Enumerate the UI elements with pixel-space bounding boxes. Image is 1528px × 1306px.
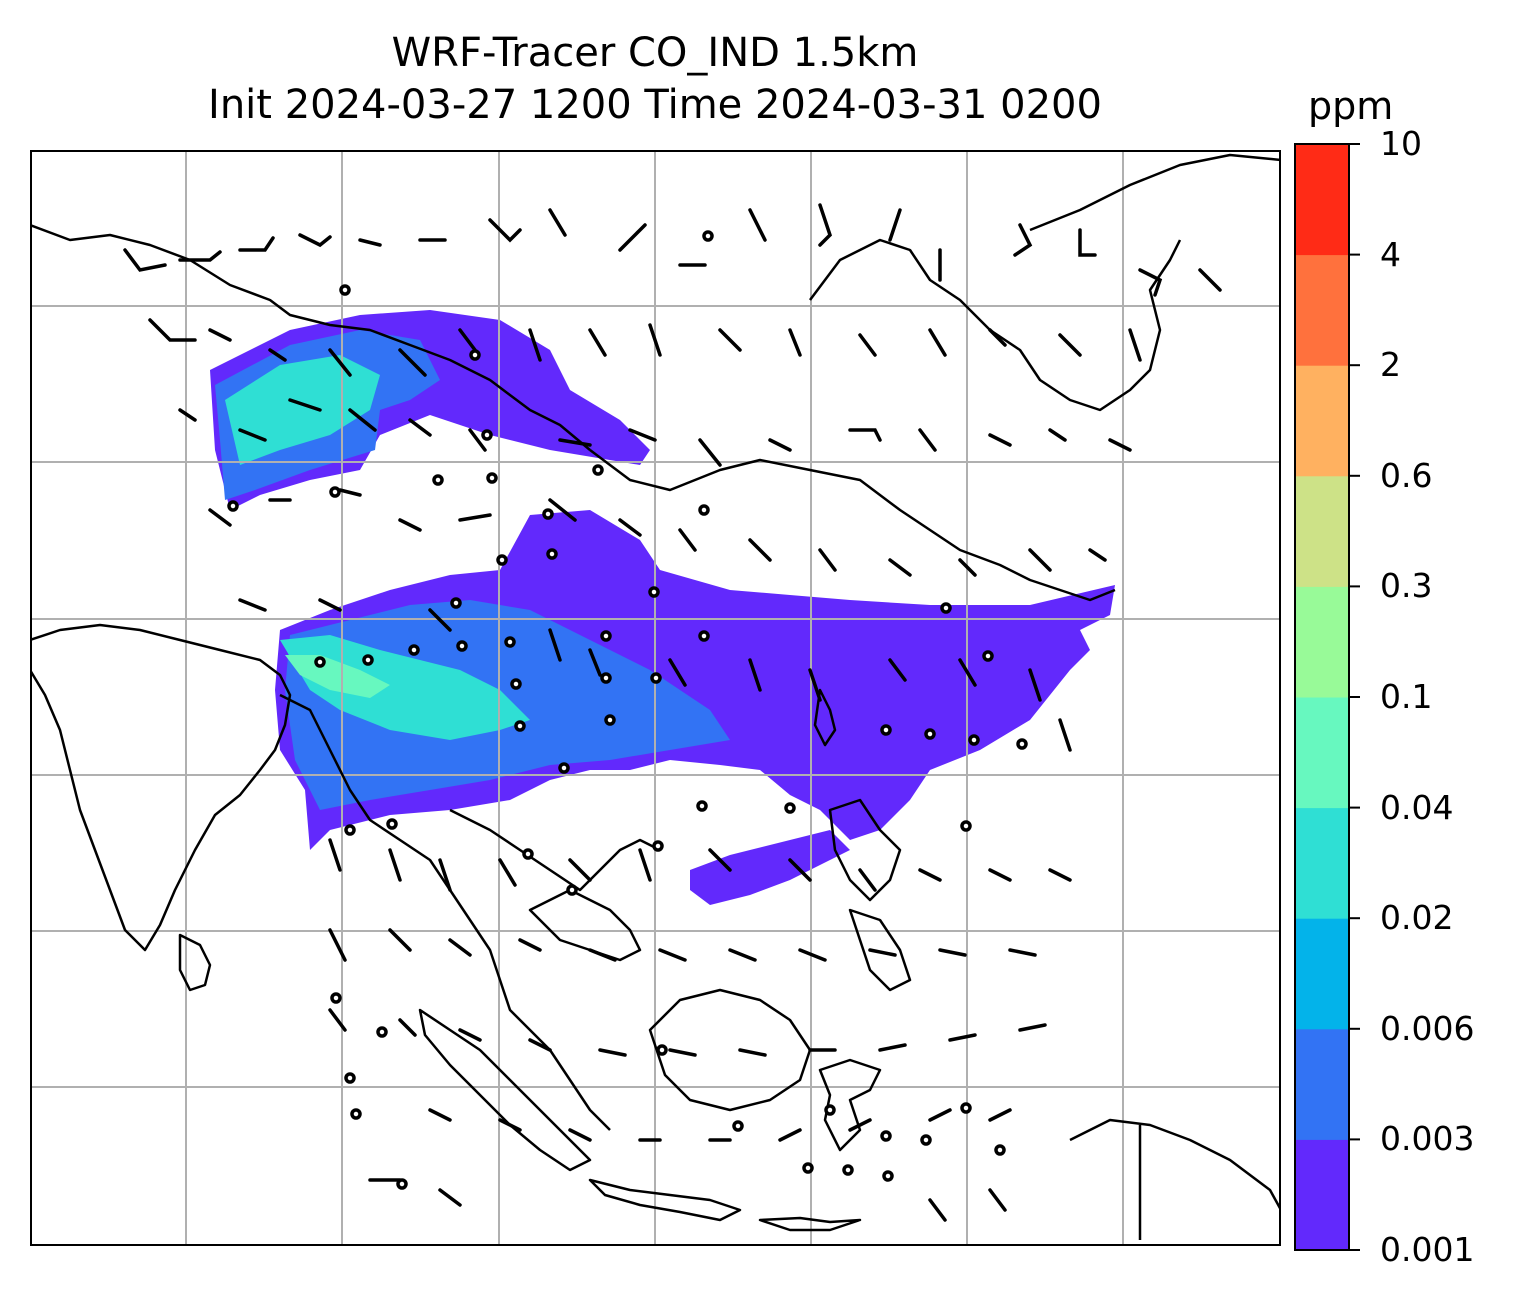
tracer-plume-central-peak	[285, 655, 390, 698]
colorbar-tick-label: 0.02	[1380, 898, 1454, 938]
colorbar-segment	[1294, 475, 1350, 587]
colorbar-tick-label: 2	[1380, 345, 1401, 385]
colorbar-frame	[1294, 143, 1350, 1251]
colorbar-segment	[1294, 1139, 1350, 1251]
gridlines	[30, 150, 1281, 1246]
colorbar-segment	[1294, 807, 1350, 919]
colorbar-tick-label: 0.001	[1380, 1230, 1475, 1269]
colorbar-segment	[1294, 254, 1350, 366]
colorbar-tick-label: 4	[1380, 234, 1401, 274]
colorbar	[1294, 143, 1360, 1251]
colorbar-tick-label: 10	[1380, 124, 1422, 163]
colorbar-segment	[1294, 697, 1350, 809]
colorbar-tick-label: 0.6	[1380, 455, 1433, 495]
tracer-plume-southeast	[690, 830, 850, 905]
colorbar-segment	[1294, 365, 1350, 477]
colorbar-tick-label: 0.3	[1380, 566, 1433, 606]
colorbar-tick-label: 0.006	[1380, 1008, 1475, 1048]
map-frame	[30, 150, 1281, 1246]
chart-title-line1: WRF-Tracer CO_IND 1.5km	[391, 30, 919, 76]
colorbar-tick-label: 0.1	[1380, 677, 1433, 716]
colorbar-segment	[1294, 144, 1350, 256]
colorbar-unit-label: ppm	[1308, 84, 1394, 128]
chart-title-line2: Init 2024-03-27 1200 Time 2024-03-31 020…	[208, 82, 1102, 128]
coastlines	[30, 153, 1281, 1240]
colorbar-segment	[1294, 918, 1350, 1030]
tracer-plume-layer	[210, 310, 1115, 905]
colorbar-tick-label: 0.003	[1380, 1119, 1475, 1159]
colorbar-tick-label: 0.04	[1380, 787, 1454, 827]
wind-barbs	[123, 203, 1222, 1222]
colorbar-segment	[1294, 1028, 1350, 1140]
map-panel	[30, 150, 1281, 1246]
calm-wind-markers	[227, 230, 1028, 1190]
colorbar-segment	[1294, 586, 1350, 698]
